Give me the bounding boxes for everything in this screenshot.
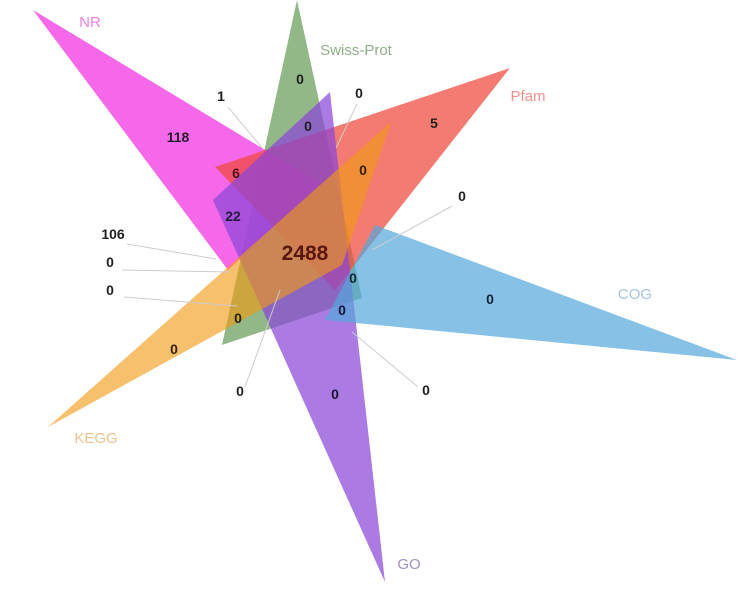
region-count: 0 [170, 341, 178, 357]
leader-line [121, 269, 231, 273]
region-count: 0 [458, 188, 466, 204]
region-count: 0 [422, 382, 430, 398]
region-count: 0 [106, 282, 114, 298]
region-count: 5 [430, 115, 438, 131]
region-count: 6 [232, 165, 240, 181]
region-count: 106 [101, 226, 125, 242]
region-count: 0 [338, 302, 346, 318]
set-label-nr: NR [79, 14, 101, 31]
leader-line [371, 205, 453, 251]
leader-line [351, 331, 419, 388]
leader-line [227, 106, 264, 150]
region-count: 0 [296, 71, 304, 87]
leader-line [126, 243, 217, 260]
region-count: 22 [225, 208, 241, 224]
set-triangle-cog[interactable] [325, 225, 737, 360]
region-count: 118 [167, 129, 190, 145]
region-count: 0 [304, 118, 312, 134]
set-label-cog: COG [618, 286, 652, 303]
leader-line [335, 103, 358, 149]
region-count: 2488 [282, 242, 329, 265]
leader-lines [121, 103, 453, 388]
leader-line [123, 296, 238, 307]
region-count: 0 [106, 254, 114, 270]
region-count: 1 [217, 88, 225, 104]
leader-line [244, 289, 281, 388]
set-triangles [33, 0, 737, 582]
set-label-swissprot: Swiss-Prot [320, 42, 393, 59]
region-count: 0 [236, 383, 244, 399]
set-label-pfam: Pfam [510, 88, 545, 105]
set-label-go: GO [397, 556, 420, 573]
region-count: 0 [234, 310, 242, 326]
region-count: 0 [486, 291, 494, 307]
region-count: 0 [349, 270, 357, 286]
set-triangle-kegg[interactable] [48, 122, 391, 427]
set-labels: Swiss-Prot NR Pfam GO KEGG COG [74, 14, 652, 573]
region-count: 0 [331, 386, 339, 402]
region-count: 0 [359, 162, 367, 178]
region-count: 0 [355, 85, 363, 101]
set-label-kegg: KEGG [74, 430, 117, 447]
